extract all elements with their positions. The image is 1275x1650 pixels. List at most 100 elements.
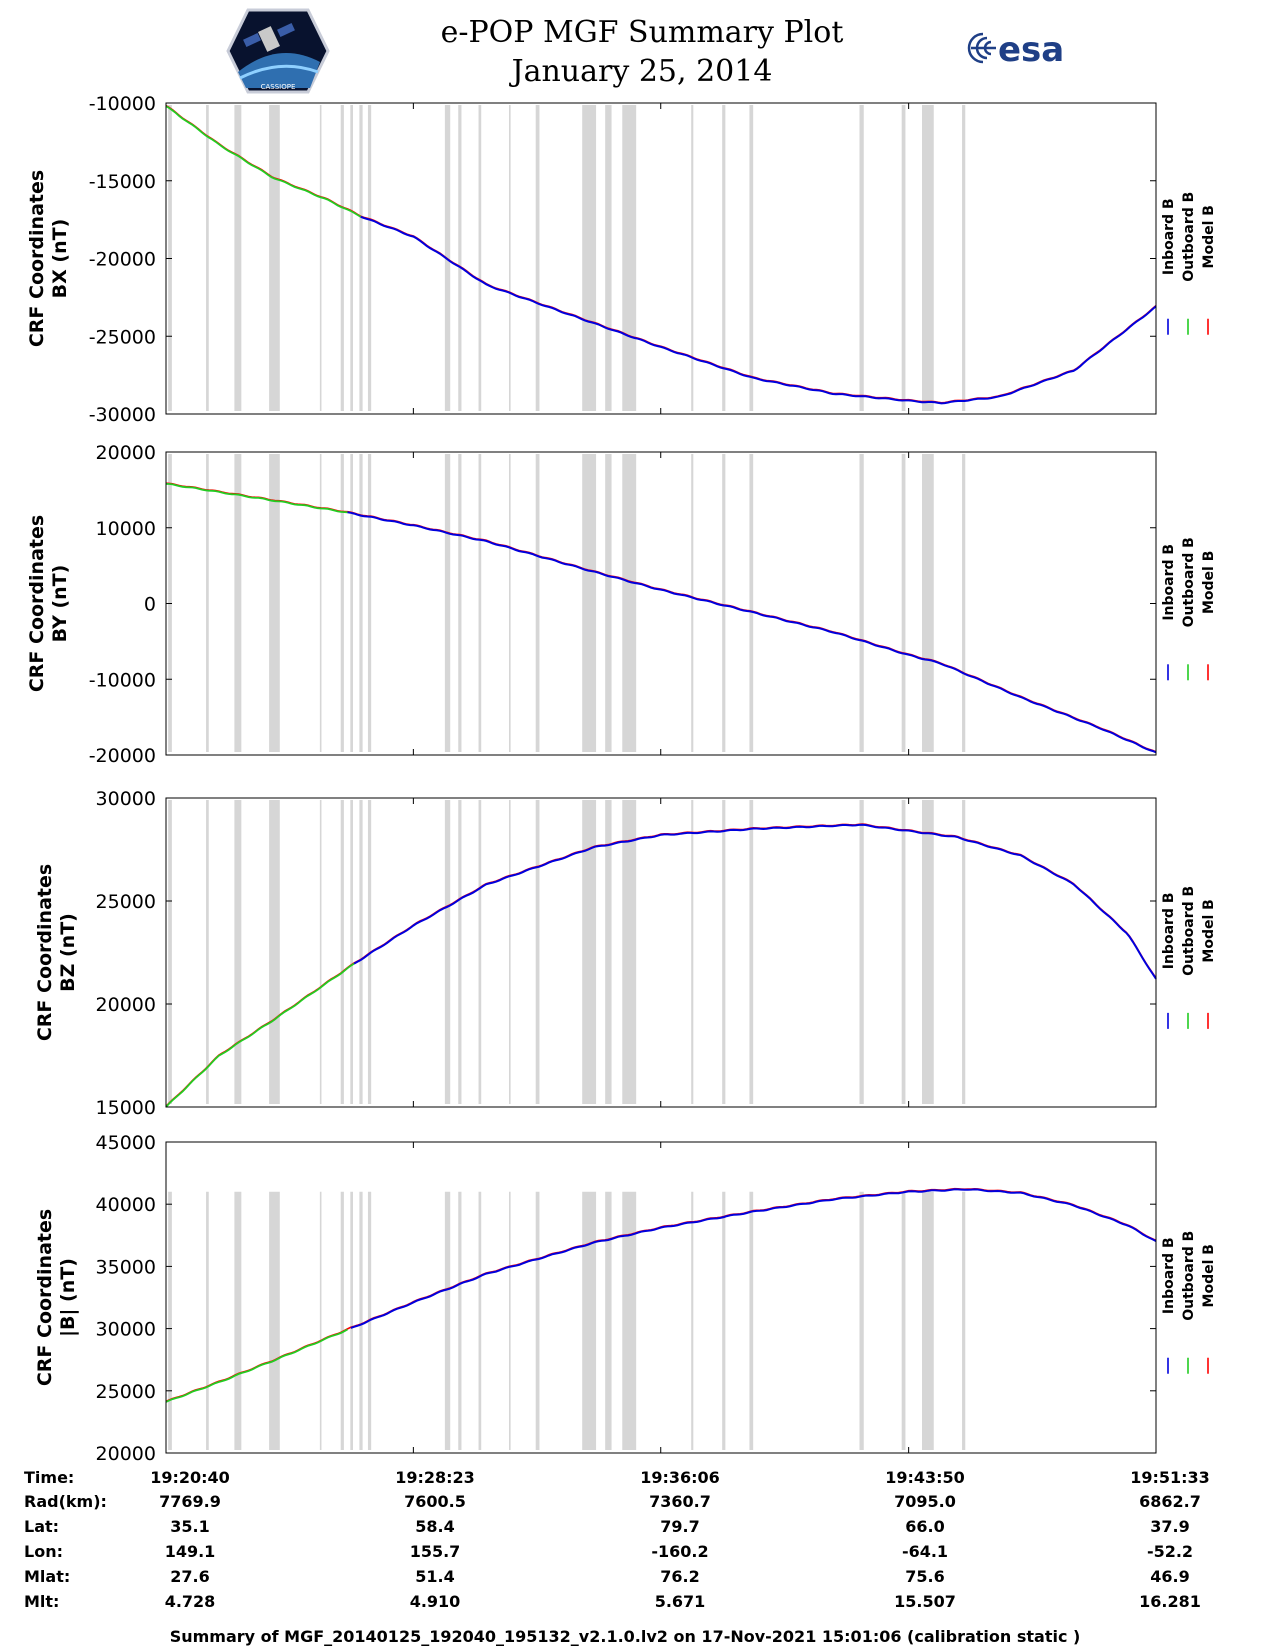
data-gap-band: [509, 454, 511, 752]
y-axis-label: CRF Coordinates: [34, 864, 56, 1041]
info-cell: 7360.7: [649, 1492, 711, 1511]
info-row-label: Mlt:: [24, 1592, 59, 1611]
plot-frame: [165, 797, 1157, 1108]
info-cell: -52.2: [1147, 1542, 1193, 1561]
data-gap-band: [722, 454, 726, 752]
data-gap-band: [921, 800, 934, 1104]
plot-frame: [165, 451, 1157, 756]
inboard-b-line: [353, 823, 1157, 980]
data-gap-band: [359, 1191, 363, 1450]
data-gap-band: [749, 1191, 754, 1450]
data-gap-band: [582, 454, 597, 752]
data-gap-band: [206, 1191, 209, 1450]
data-gap-band: [582, 800, 597, 1104]
data-gap-band: [859, 1191, 864, 1450]
data-gap-band: [921, 105, 934, 411]
y-tick-label: -10000: [89, 669, 156, 691]
outboard-b-line: [165, 962, 355, 1108]
data-gap-band: [234, 1191, 242, 1450]
y-axis-label: CRF Coordinates: [26, 170, 48, 347]
data-gap-band: [206, 454, 209, 752]
data-gap-band: [319, 105, 322, 411]
y-tick-label: 20000: [96, 442, 156, 464]
data-gap-band: [319, 454, 322, 752]
y-tick-label: 15000: [96, 1097, 156, 1119]
y-tick-label: 40000: [96, 1194, 156, 1216]
data-gap-band: [269, 1191, 280, 1450]
data-gap-band: [691, 800, 694, 1104]
panel-by: 20000 10000 0 -10000 -20000 CRF Coordinates BY…: [26, 442, 1217, 767]
legend: Inboard B Outboard B Model B: [1161, 1231, 1217, 1374]
data-gap-band: [722, 800, 726, 1104]
data-gap-band: [269, 800, 280, 1104]
y-tick-label: 10000: [96, 518, 156, 540]
y-axis-label: CRF Coordinates: [26, 515, 48, 692]
data-gap-band: [206, 105, 209, 411]
inboard-b-line: [347, 511, 1157, 754]
model-b-line: [165, 1187, 1157, 1403]
info-cell: 6862.7: [1139, 1492, 1201, 1511]
y-tick-label: 30000: [96, 1319, 156, 1341]
outboard-b-line: [165, 105, 362, 218]
y-tick-label: 0: [144, 594, 156, 616]
data-gap-band: [962, 105, 966, 411]
y-tick-label: -15000: [89, 171, 156, 193]
y-axis-label-units: |B| (nT): [57, 1258, 79, 1337]
data-gap-band: [340, 454, 344, 752]
info-cell: 75.6: [905, 1567, 944, 1586]
y-axis-label-units: BY (nT): [49, 565, 71, 643]
info-cell: 19:28:23: [395, 1468, 475, 1487]
data-gap-band: [605, 1191, 612, 1450]
info-row-label: Time:: [24, 1468, 74, 1487]
info-cell: -64.1: [902, 1542, 948, 1561]
info-cell: 51.4: [415, 1567, 454, 1586]
data-gap-band: [234, 454, 242, 752]
legend-label: Inboard B: [1161, 893, 1177, 970]
panel-bz: 30000 25000 20000 15000 CRF Coordinates BZ (n…: [34, 788, 1217, 1119]
info-cell: 4.910: [410, 1592, 461, 1611]
info-cell: 37.9: [1150, 1517, 1189, 1536]
data-gap-band: [622, 1191, 637, 1450]
data-gap-band: [269, 105, 280, 411]
outboard-b-line: [165, 482, 348, 514]
info-cell: 19:36:06: [640, 1468, 720, 1487]
data-gap-band: [168, 800, 172, 1104]
legend-label: Outboard B: [1181, 1231, 1197, 1321]
data-gap-band: [622, 800, 637, 1104]
outboard-b-line: [165, 1328, 348, 1403]
legend-label: Outboard B: [1181, 886, 1197, 976]
data-gap-band: [605, 105, 612, 411]
data-gap-band: [350, 105, 353, 411]
y-tick-label: -10000: [89, 93, 156, 115]
data-gap-band: [901, 1191, 906, 1450]
data-gap-band: [901, 800, 906, 1104]
data-gap-band: [444, 1191, 451, 1450]
data-gap-band: [350, 800, 353, 1104]
info-row-label: Mlat:: [24, 1567, 70, 1586]
figure-title: e-POP MGF Summary Plot: [441, 15, 844, 50]
info-cell: 66.0: [905, 1517, 944, 1536]
y-axis-label-units: BZ (nT): [57, 913, 79, 992]
data-gap-band: [350, 454, 353, 752]
info-cell: 7769.9: [159, 1492, 221, 1511]
data-gap-band: [478, 800, 482, 1104]
y-tick-label: -25000: [89, 326, 156, 348]
legend: Inboard B Outboard B Model B: [1161, 886, 1217, 1029]
y-tick-label: 20000: [96, 1443, 156, 1465]
data-gap-band: [582, 105, 597, 411]
info-cell: 35.1: [170, 1517, 209, 1536]
plot-panels: -10000 -15000 -20000 -25000 -30000 CRF Coordi…: [26, 93, 1217, 1465]
cassiope-logo: CASSIOPE: [226, 8, 330, 94]
info-cell: 4.728: [165, 1592, 216, 1611]
data-gap-band: [749, 105, 754, 411]
data-gap-bands: [168, 800, 966, 1104]
plot-frame: [165, 1141, 1157, 1454]
data-gap-band: [691, 1191, 694, 1450]
info-cell: 76.2: [660, 1567, 699, 1586]
legend-label: Inboard B: [1161, 1237, 1177, 1314]
data-gap-band: [605, 800, 612, 1104]
data-gap-band: [340, 1191, 344, 1450]
data-gap-band: [458, 800, 462, 1104]
data-gap-band: [962, 1191, 966, 1450]
